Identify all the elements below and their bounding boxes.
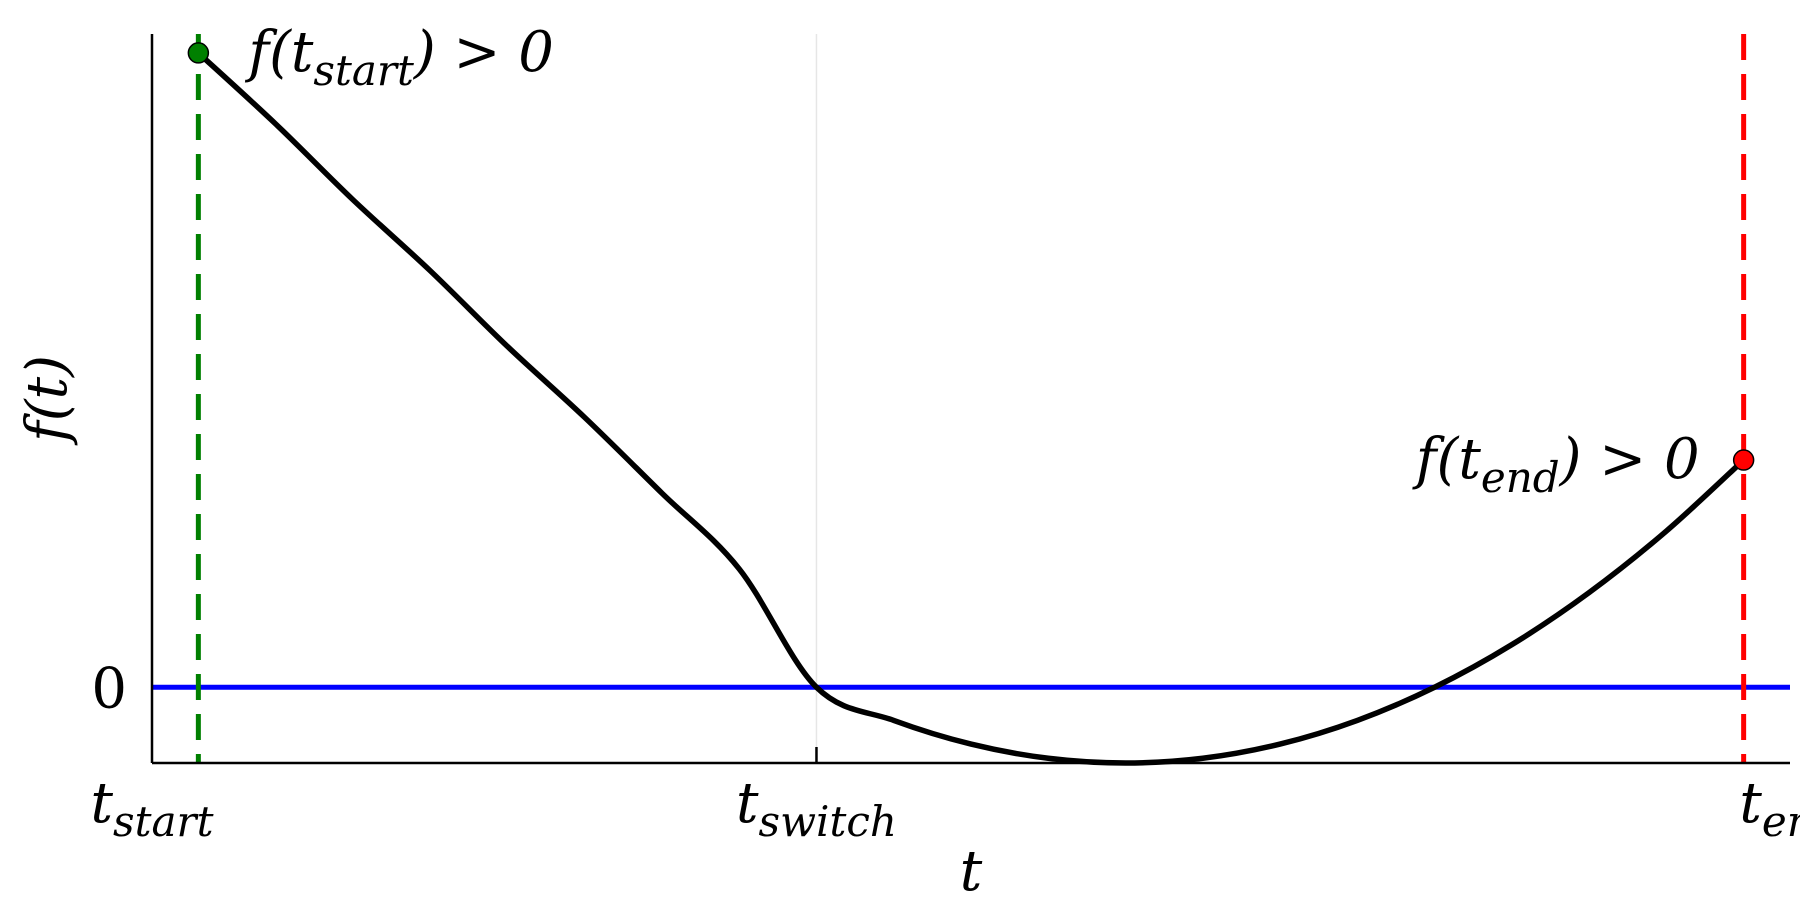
y-axis-label: f(t) <box>15 355 80 446</box>
series-layer <box>196 50 1746 766</box>
highlight-points: f(tstart) > 0 f(tend) > 0 <box>187 20 1755 502</box>
x-tick-label-switch: tswitch <box>736 771 897 846</box>
series-line <box>196 50 1746 766</box>
y-tick-label: 0 <box>91 656 127 721</box>
start-annotation: f(tstart) > 0 <box>244 20 554 95</box>
start-point <box>187 42 210 64</box>
axes <box>150 34 1790 765</box>
reference-lines <box>152 34 1790 763</box>
x-axis-label: t <box>960 839 983 900</box>
x-tick-label-end: tend <box>1739 771 1800 846</box>
tick-labels: tstart tswitch tend 0 <box>91 656 1800 846</box>
x-tick-label-start: tstart <box>91 771 214 846</box>
end-point <box>1732 449 1755 471</box>
end-annotation: f(tend) > 0 <box>1412 427 1700 502</box>
